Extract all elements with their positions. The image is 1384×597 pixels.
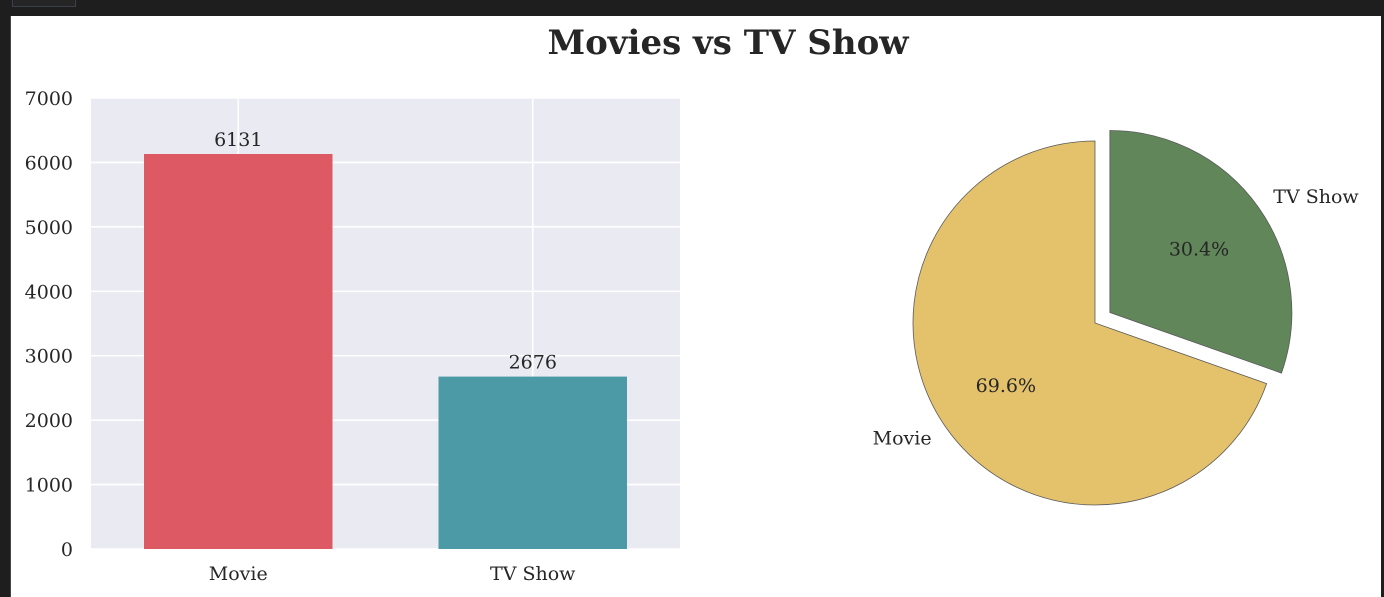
x-tick-label: TV Show	[490, 563, 576, 585]
figure: Movies vs TV Show 0 1000 2000 3000 4000 5000 6…	[25, 23, 1360, 585]
bar-x-tick-labels: Movie TV Show	[209, 563, 576, 585]
pie-slices	[912, 130, 1293, 506]
window-top-bar	[0, 0, 1384, 14]
y-tick-label: 3000	[25, 346, 73, 368]
bar-y-tick-labels: 0 1000 2000 3000 4000 5000 6000 7000	[25, 88, 73, 561]
y-tick-label: 4000	[25, 281, 73, 303]
y-tick-label: 2000	[25, 410, 73, 432]
y-tick-label: 0	[61, 539, 73, 561]
pie-percent-label: 69.6%	[976, 375, 1036, 397]
pie-category-label: TV Show	[1273, 186, 1359, 208]
bar-data-label: 2676	[509, 352, 557, 374]
bar-movie	[144, 153, 333, 549]
pie-percent-label: 30.4%	[1169, 238, 1229, 260]
y-tick-label: 7000	[25, 88, 73, 110]
pie-slice-tv-show	[1109, 130, 1293, 374]
pie-slice-movie	[912, 140, 1268, 506]
pie-category-label: Movie	[873, 428, 932, 450]
bar-chart: 0 1000 2000 3000 4000 5000 6000 7000 6131 2676 M…	[25, 88, 680, 585]
bar-data-labels: 6131 2676	[214, 129, 557, 374]
figure-title: Movies vs TV Show	[547, 23, 909, 63]
y-tick-label: 5000	[25, 217, 73, 239]
pie-labels: Movie 69.6% TV Show 30.4%	[873, 186, 1360, 450]
pie-chart: Movie 69.6% TV Show 30.4%	[873, 130, 1360, 506]
bar-data-label: 6131	[214, 129, 262, 151]
y-tick-label: 1000	[25, 475, 73, 497]
output-panel: Movies vs TV Show 0 1000 2000 3000 4000 5000 6…	[10, 16, 1381, 597]
y-tick-label: 6000	[25, 152, 73, 174]
bar-series	[144, 153, 627, 549]
toolbar-tab[interactable]	[12, 0, 76, 7]
x-tick-label: Movie	[209, 563, 268, 585]
bar-tv-show	[438, 376, 627, 549]
